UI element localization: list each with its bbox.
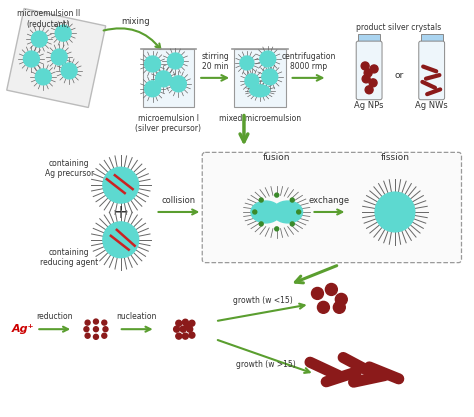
Circle shape	[365, 86, 373, 94]
Circle shape	[290, 198, 294, 202]
Text: fission: fission	[381, 153, 410, 162]
Text: reduction: reduction	[36, 312, 73, 321]
Text: containing
Ag precursor: containing Ag precursor	[45, 158, 94, 178]
Bar	[143, 49, 194, 107]
FancyBboxPatch shape	[356, 41, 382, 100]
Circle shape	[184, 323, 191, 329]
Circle shape	[103, 222, 139, 258]
Circle shape	[375, 192, 415, 232]
Circle shape	[369, 79, 377, 87]
Circle shape	[85, 333, 90, 338]
Circle shape	[167, 53, 183, 69]
Circle shape	[171, 76, 186, 92]
Circle shape	[259, 222, 263, 226]
Ellipse shape	[250, 85, 270, 97]
Circle shape	[23, 51, 39, 67]
Circle shape	[176, 320, 182, 326]
Text: microemulsion II
(reductant): microemulsion II (reductant)	[17, 9, 80, 29]
Circle shape	[253, 210, 257, 214]
Circle shape	[36, 69, 51, 85]
Circle shape	[103, 327, 108, 332]
Circle shape	[326, 284, 337, 295]
Circle shape	[240, 56, 254, 70]
Text: exchange: exchange	[309, 196, 350, 205]
Bar	[234, 49, 286, 107]
Circle shape	[275, 227, 279, 231]
Circle shape	[93, 327, 99, 332]
Circle shape	[145, 81, 161, 97]
Circle shape	[55, 25, 71, 41]
Text: nucleation: nucleation	[117, 312, 157, 321]
Circle shape	[187, 326, 193, 332]
Circle shape	[31, 31, 47, 47]
Text: mixed microemulsion: mixed microemulsion	[219, 114, 301, 123]
Ellipse shape	[273, 201, 302, 223]
Circle shape	[180, 326, 186, 332]
Ellipse shape	[251, 201, 281, 223]
FancyBboxPatch shape	[419, 41, 445, 100]
Text: fusion: fusion	[263, 153, 291, 162]
Circle shape	[297, 210, 301, 214]
Circle shape	[102, 333, 107, 338]
Text: microemulsion I
(silver precursor): microemulsion I (silver precursor)	[136, 114, 201, 133]
Circle shape	[245, 74, 259, 88]
Circle shape	[93, 319, 99, 324]
Polygon shape	[7, 8, 106, 108]
Text: product silver crystals: product silver crystals	[356, 23, 442, 32]
Text: Ag NWs: Ag NWs	[415, 101, 448, 110]
Text: Ag⁺: Ag⁺	[12, 324, 35, 334]
Circle shape	[311, 287, 323, 299]
Circle shape	[318, 301, 329, 313]
Text: growth (w <15): growth (w <15)	[233, 296, 293, 305]
Circle shape	[182, 333, 188, 339]
Circle shape	[93, 334, 99, 339]
Circle shape	[61, 63, 77, 79]
Circle shape	[370, 65, 378, 73]
Circle shape	[145, 56, 161, 72]
FancyBboxPatch shape	[202, 152, 462, 263]
Circle shape	[335, 294, 347, 305]
Text: Ag NPs: Ag NPs	[355, 101, 384, 110]
Circle shape	[259, 198, 263, 202]
Circle shape	[260, 51, 276, 67]
Circle shape	[102, 320, 107, 325]
Bar	[358, 34, 380, 43]
Circle shape	[364, 69, 372, 77]
Circle shape	[275, 193, 279, 197]
Circle shape	[103, 167, 139, 203]
Circle shape	[85, 320, 90, 325]
Circle shape	[176, 333, 182, 339]
Circle shape	[189, 332, 195, 338]
Circle shape	[361, 62, 369, 70]
Text: collision: collision	[161, 196, 195, 205]
Circle shape	[182, 319, 188, 325]
Circle shape	[189, 320, 195, 326]
Circle shape	[51, 49, 67, 65]
Circle shape	[290, 222, 294, 226]
Text: mixing: mixing	[121, 17, 150, 26]
Circle shape	[155, 71, 172, 87]
Circle shape	[362, 75, 370, 83]
Text: stirring
20 min: stirring 20 min	[201, 52, 229, 71]
Circle shape	[262, 69, 278, 85]
Circle shape	[84, 327, 89, 332]
Text: centrifugation
8000 rmp: centrifugation 8000 rmp	[282, 52, 336, 71]
Text: +: +	[112, 203, 129, 223]
Text: containing
reducing agent: containing reducing agent	[40, 248, 98, 267]
Circle shape	[173, 326, 180, 332]
Circle shape	[333, 301, 345, 313]
Text: growth (w >15): growth (w >15)	[236, 360, 296, 369]
Bar	[421, 34, 443, 43]
Text: or: or	[394, 71, 403, 80]
